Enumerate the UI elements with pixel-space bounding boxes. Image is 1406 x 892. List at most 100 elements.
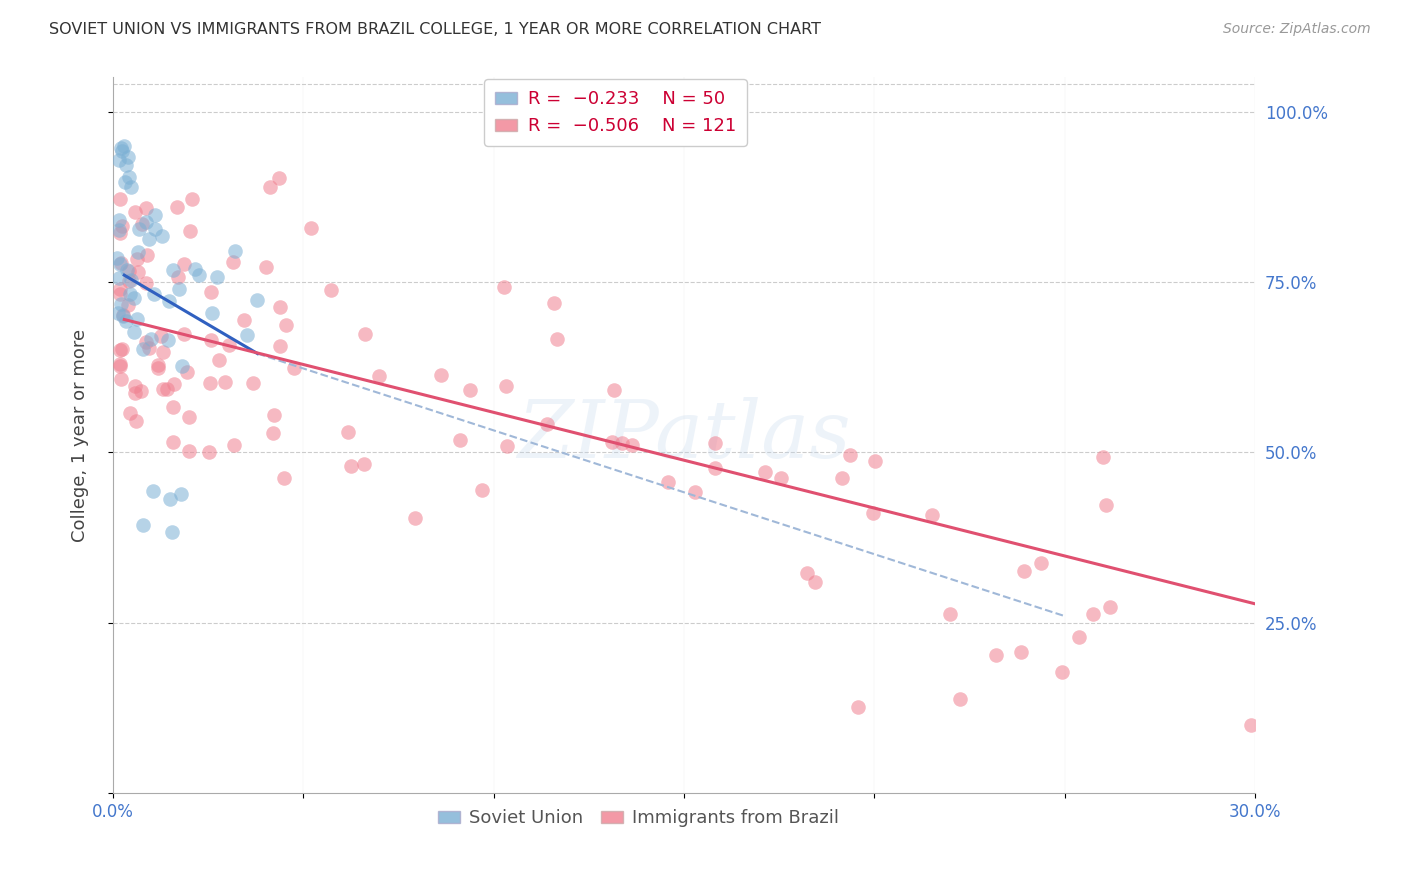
Point <box>236 328 259 343</box>
Point <box>319 283 342 297</box>
Point <box>127 265 149 279</box>
Point <box>1240 718 1263 732</box>
Point <box>170 359 193 374</box>
Point <box>150 228 173 243</box>
Point <box>110 286 132 301</box>
Point <box>796 566 818 580</box>
Point <box>848 699 870 714</box>
Point <box>831 471 853 485</box>
Point <box>135 201 157 215</box>
Point <box>657 475 679 489</box>
Point <box>122 325 145 339</box>
Point <box>105 251 128 265</box>
Text: Source: ZipAtlas.com: Source: ZipAtlas.com <box>1223 22 1371 37</box>
Point <box>132 343 155 357</box>
Point <box>299 220 322 235</box>
Point <box>146 359 169 373</box>
Y-axis label: College, 1 year or more: College, 1 year or more <box>72 329 89 542</box>
Legend: Soviet Union, Immigrants from Brazil: Soviet Union, Immigrants from Brazil <box>430 802 846 834</box>
Point <box>1099 599 1122 614</box>
Point <box>110 227 132 241</box>
Point <box>114 158 136 172</box>
Point <box>110 359 132 373</box>
Point <box>152 344 174 359</box>
Point <box>283 360 305 375</box>
Point <box>430 368 453 382</box>
Point <box>162 263 184 277</box>
Point <box>179 224 201 238</box>
Point <box>159 492 181 507</box>
Point <box>135 334 157 349</box>
Point <box>124 291 146 305</box>
Point <box>1029 556 1052 570</box>
Point <box>201 306 224 320</box>
Point <box>494 280 516 294</box>
Point <box>232 313 254 327</box>
Point <box>1095 498 1118 512</box>
Point <box>543 295 565 310</box>
Point <box>214 376 236 390</box>
Point <box>110 343 132 357</box>
Point <box>125 252 148 266</box>
Point <box>208 353 231 368</box>
Point <box>188 268 211 282</box>
Point <box>1012 564 1035 578</box>
Point <box>132 518 155 533</box>
Point <box>263 408 285 422</box>
Point <box>458 383 481 397</box>
Point <box>1091 450 1114 465</box>
Point <box>179 444 201 458</box>
Point <box>142 484 165 499</box>
Point <box>353 326 375 341</box>
Point <box>110 192 132 206</box>
Point <box>262 425 284 440</box>
Point <box>254 260 277 274</box>
Point <box>110 357 132 371</box>
Point <box>167 282 190 296</box>
Point <box>602 435 624 450</box>
Point <box>222 437 245 451</box>
Point <box>128 222 150 236</box>
Point <box>166 270 188 285</box>
Point <box>107 306 129 320</box>
Point <box>110 141 132 155</box>
Point <box>222 254 245 268</box>
Point <box>218 338 240 352</box>
Point <box>368 369 391 384</box>
Point <box>110 297 132 311</box>
Point <box>166 200 188 214</box>
Point <box>703 460 725 475</box>
Point <box>754 465 776 479</box>
Point <box>340 458 363 473</box>
Point <box>114 175 136 189</box>
Point <box>129 384 152 398</box>
Point <box>149 328 172 343</box>
Point <box>939 607 962 621</box>
Point <box>108 153 131 167</box>
Point <box>124 205 146 219</box>
Point <box>135 276 157 290</box>
Point <box>111 219 134 234</box>
Point <box>108 271 131 285</box>
Point <box>127 245 149 260</box>
Point <box>108 223 131 237</box>
Point <box>112 309 135 323</box>
Point <box>111 342 134 356</box>
Point <box>949 692 972 706</box>
Point <box>118 286 141 301</box>
Point <box>112 138 135 153</box>
Point <box>200 285 222 299</box>
Point <box>156 333 179 347</box>
Point <box>143 222 166 236</box>
Point <box>110 372 132 386</box>
Point <box>138 341 160 355</box>
Point <box>770 471 793 485</box>
Point <box>131 217 153 231</box>
Point <box>1052 665 1074 679</box>
Point <box>160 525 183 540</box>
Point <box>471 483 494 498</box>
Point <box>703 435 725 450</box>
Point <box>152 383 174 397</box>
Point <box>118 274 141 288</box>
Point <box>205 270 228 285</box>
